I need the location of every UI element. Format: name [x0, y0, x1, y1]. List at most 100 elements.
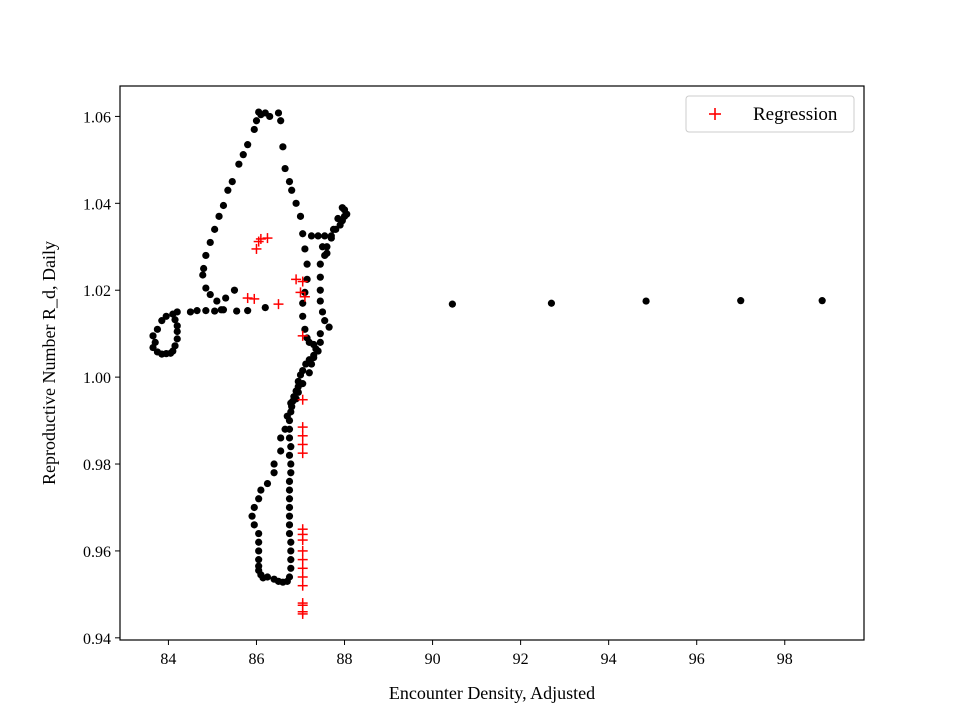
data-point [211, 307, 219, 315]
data-point [310, 353, 318, 362]
data-point [301, 245, 309, 253]
data-point [277, 447, 285, 455]
data-point [200, 264, 208, 273]
regression-point [297, 430, 308, 441]
y-tick-label: 0.94 [83, 631, 111, 648]
data-point [338, 204, 346, 212]
x-tick-label: 96 [689, 651, 705, 668]
data-point [158, 317, 166, 325]
data-point [244, 141, 252, 149]
data-point [277, 434, 285, 442]
data-point [299, 230, 307, 238]
data-point [287, 399, 295, 407]
regression-point [297, 330, 308, 341]
data-point [173, 335, 181, 343]
data-point [202, 307, 210, 315]
x-axis-ticks: 84 86 88 90 92 94 96 98 [160, 640, 793, 668]
legend-box [685, 95, 855, 133]
data-point [149, 332, 157, 340]
y-tick-label: 1.06 [83, 109, 111, 126]
y-axis-ticks: 0.94 0.96 0.98 1.00 1.02 1.04 1.06 [83, 109, 120, 648]
regression-point [249, 293, 260, 304]
regression-point [273, 299, 284, 310]
data-point [255, 529, 263, 538]
data-point [294, 388, 302, 396]
data-point [307, 360, 316, 368]
data-point [173, 327, 181, 336]
data-point [199, 271, 207, 279]
data-point [224, 186, 232, 194]
data-point [270, 575, 278, 583]
legend-marker-regression [709, 108, 721, 120]
data-point [285, 521, 294, 529]
data-point [219, 201, 228, 210]
data-point [334, 214, 342, 223]
data-point [270, 460, 278, 468]
data-point [287, 556, 295, 564]
x-tick-label: 86 [248, 651, 264, 668]
regression-point [297, 276, 308, 287]
data-point [171, 342, 179, 350]
data-point [318, 243, 327, 251]
regression-point [297, 554, 308, 565]
data-point [202, 251, 210, 260]
data-point [261, 304, 269, 312]
data-point [162, 312, 170, 320]
data-point [287, 547, 295, 555]
data-point [314, 232, 322, 240]
data-point [285, 529, 294, 538]
data-point [169, 310, 177, 318]
regression-point [299, 291, 310, 302]
data-point [230, 286, 239, 294]
regression-point [297, 608, 308, 619]
regression-point [297, 448, 308, 459]
data-point [303, 260, 311, 268]
regression-point [297, 571, 308, 582]
x-tick-label: 84 [160, 651, 176, 668]
data-point [186, 308, 195, 316]
data-point [287, 538, 295, 546]
series-layer [149, 108, 826, 619]
data-point [213, 297, 221, 305]
regression-point [297, 545, 308, 556]
data-point [255, 556, 263, 564]
data-point [292, 199, 300, 207]
data-point [252, 117, 261, 125]
data-point [217, 306, 225, 314]
x-tick-label: 94 [601, 651, 617, 668]
legend: Regression [685, 95, 855, 133]
data-point [233, 307, 241, 315]
data-point [193, 307, 201, 315]
data-point [250, 521, 258, 529]
regression-point [297, 535, 308, 546]
data-point [149, 343, 157, 352]
data-point [263, 479, 272, 488]
regression-series [242, 233, 310, 619]
data-point [171, 316, 179, 324]
data-point [316, 286, 324, 294]
data-point [235, 160, 243, 168]
regression-point [255, 233, 266, 244]
data-point [316, 330, 324, 338]
data-point [314, 347, 322, 355]
data-point [737, 297, 745, 305]
data-point [279, 143, 287, 151]
data-point [277, 117, 285, 125]
data-point [206, 238, 214, 247]
data-point [281, 425, 289, 433]
data-point [285, 486, 294, 494]
data-point [285, 434, 294, 442]
data-point [270, 469, 278, 477]
data-point [327, 232, 335, 240]
data-point [250, 503, 258, 512]
data-point [285, 477, 294, 486]
data-point [285, 451, 294, 459]
data-point [325, 323, 333, 331]
data-point [285, 512, 294, 520]
data-point [285, 503, 294, 512]
legend-label-regression: Regression [753, 104, 838, 125]
data-point [206, 290, 214, 299]
data-point [292, 395, 300, 403]
data-point [239, 151, 247, 159]
